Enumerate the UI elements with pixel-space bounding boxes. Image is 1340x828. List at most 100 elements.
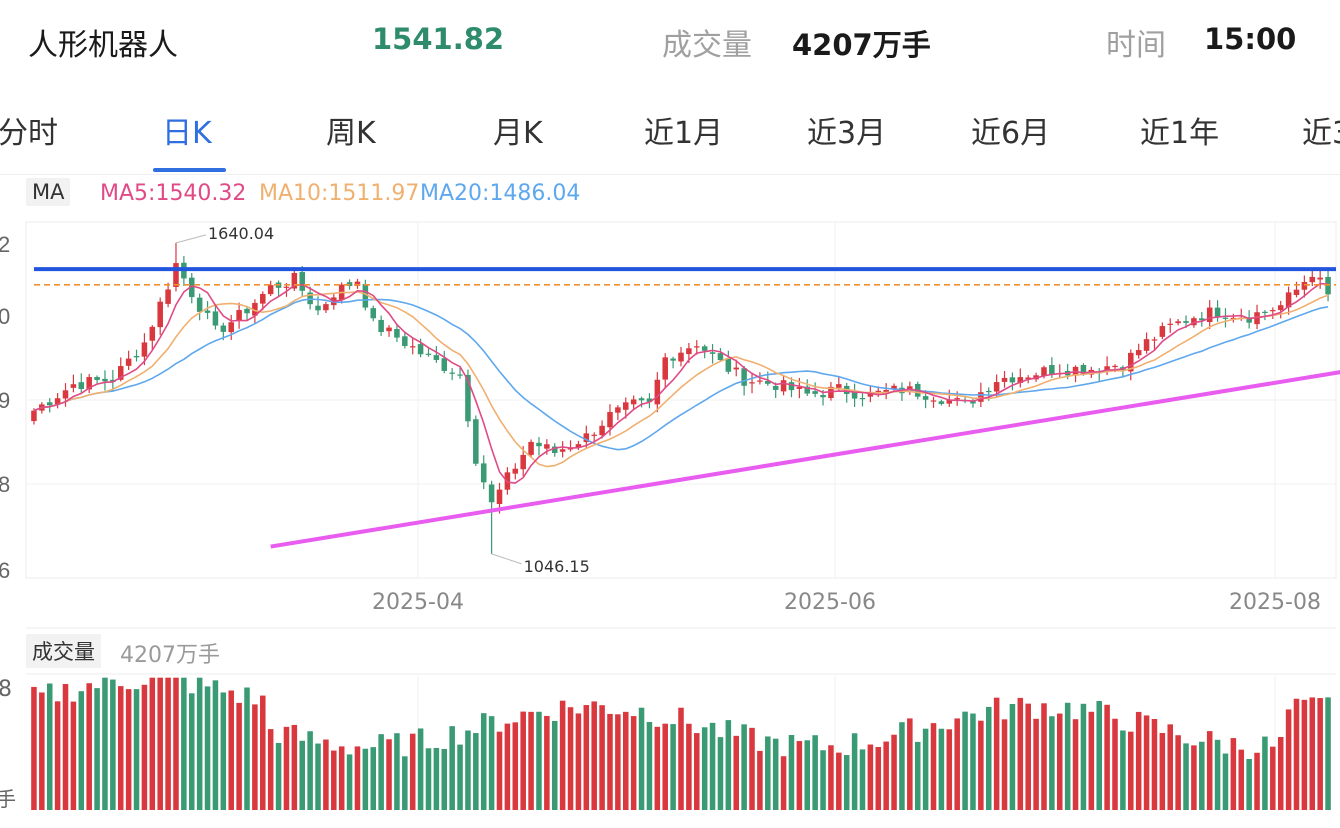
candle-body [836,384,842,388]
volume-bar [985,706,992,810]
volume-bar [102,677,108,810]
candle-body [891,385,897,390]
quote-header: 人形机器人 1541.82 成交量 4207万手 时间 15:00 [0,0,1340,80]
tab-weekly-k[interactable]: 周K [326,116,376,151]
volume-bar [749,727,755,810]
volume-bar [962,711,968,810]
candle-body [583,433,590,443]
candle-body [402,336,408,347]
volume-bar [1167,724,1173,810]
candle-body [1143,339,1150,351]
candle-body [488,484,495,503]
volume-tag[interactable]: 成交量 [26,634,101,668]
volume-bar [267,729,274,810]
candle-body [670,358,676,361]
volume-bar [623,711,629,810]
candle-body [812,391,818,394]
volume-legend: 成交量 4207万手 [0,634,600,668]
candle-body [512,468,519,474]
volume-bar [875,746,882,810]
volume-bar [630,716,637,810]
volume-bar [149,677,156,810]
ma-tag[interactable]: MA [26,178,71,206]
candle-body [733,367,739,370]
volume-bar [551,720,558,810]
tab-monthly-k[interactable]: 月K [493,116,543,151]
period-tabs: 分时 日K 周K 月K 近1月 近3月 近6月 近1年 近3年 [0,84,1340,175]
tab-1-month[interactable]: 近1月 [644,116,724,151]
candle-body [536,442,542,447]
volume-bar [94,688,100,810]
volume-bar [536,711,542,810]
volume-bar [386,739,392,810]
candle-body [62,390,69,399]
volume-bar [196,677,203,810]
candle-body [741,368,747,386]
volume-bar [1238,749,1245,810]
volume-bar [638,707,645,810]
candle-body [1001,377,1008,382]
candle-body [362,284,369,308]
volume-bar [465,730,471,810]
candle-body [607,412,613,428]
volume-bar [1072,719,1079,810]
volume-bar [1151,718,1158,810]
candle-body [985,390,992,393]
tab-1-year[interactable]: 近1年 [1140,116,1220,151]
candle-body [252,302,258,316]
volume-bar [670,724,676,810]
volume-bar [331,750,337,810]
candle-body [1159,326,1166,337]
candle-body [1301,281,1308,290]
y-tick-label: 6 [0,558,10,583]
ma-legend: MA MA5:1540.32 MA10:1511.97 MA20:1486.04 [0,178,1340,214]
volume-bar [1159,733,1166,810]
candle-body [117,366,124,380]
candle-body [386,327,392,332]
volume-bar [607,713,613,810]
candle-body [1277,305,1284,311]
candle-body [1317,277,1323,280]
tab-6-months[interactable]: 近6月 [971,116,1051,151]
candle-body [370,308,377,319]
tab-daily-k[interactable]: 日K [162,116,212,151]
candle-body [694,346,700,348]
stock-name: 人形机器人 [28,28,178,63]
candle-body [480,463,487,483]
volume-bar [993,697,1000,810]
candle-body [425,353,432,355]
ma20-value: MA20:1486.04 [420,181,581,206]
high-annotation: 1640.04 [208,224,274,243]
volume-bar [1104,704,1110,810]
volume-bar [433,747,440,810]
volume-bar [512,722,519,810]
volume-bar [46,683,53,810]
volume-bar [1191,745,1197,810]
candle-body [323,304,329,311]
candle-body [31,410,37,422]
candle-body [946,399,953,404]
tab-3-months[interactable]: 近3月 [807,116,887,151]
volume-bar [125,689,132,810]
candle-body [544,444,550,449]
volume-bar [1009,703,1016,810]
x-tick-label: 2025-06 [784,590,876,615]
candle-body [78,382,85,389]
tab-intraday[interactable]: 分时 [0,116,58,151]
candle-body [1270,310,1276,312]
tab-3-years[interactable]: 近3年 [1302,116,1340,151]
candle-body [86,377,92,390]
candle-body [725,358,732,372]
volume-bar [31,686,37,810]
candle-body [938,401,945,404]
ma10-value: MA10:1511.97 [259,181,420,206]
candle-body [102,378,108,382]
volume-bar [173,677,179,810]
volume-bar [1293,698,1300,810]
volume-bar [567,707,574,810]
candle-body [449,372,455,374]
volume-bar [402,756,408,810]
candle-body [1214,307,1221,317]
volume-bar [654,726,661,810]
